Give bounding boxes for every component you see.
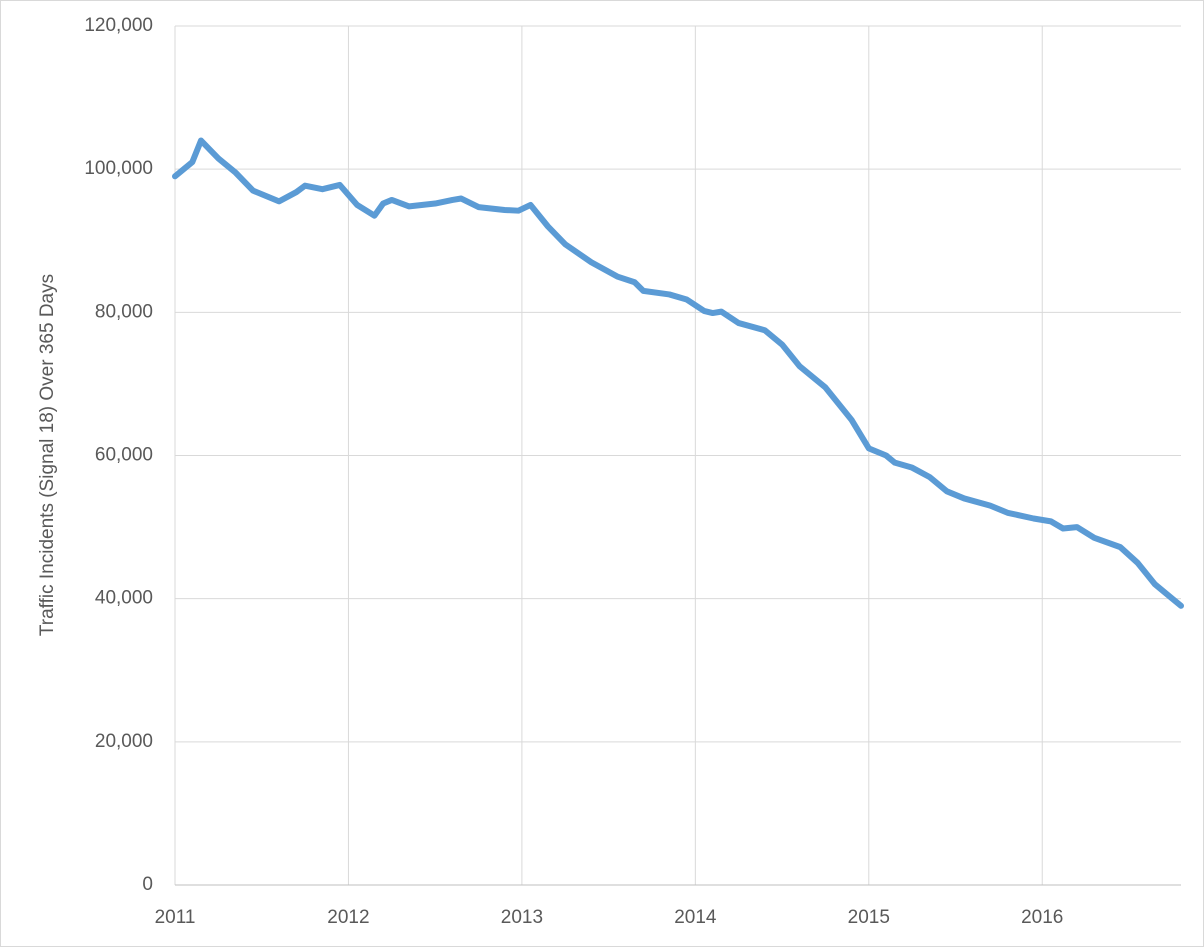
x-tick-label: 2015 <box>848 907 890 928</box>
y-tick-label: 40,000 <box>95 588 153 609</box>
x-tick-label: 2012 <box>327 907 369 928</box>
y-tick-label: 80,000 <box>95 301 153 322</box>
data-line <box>172 137 1184 609</box>
x-tick-label: 2011 <box>155 907 196 928</box>
y-tick-label: 120,000 <box>84 15 153 36</box>
y-tick-label: 100,000 <box>84 158 153 179</box>
y-tick-label: 60,000 <box>95 445 153 466</box>
x-tick-label: 2016 <box>1021 907 1063 928</box>
y-tick-label: 0 <box>142 874 153 895</box>
y-tick-label: 20,000 <box>95 731 153 752</box>
y-axis-label: Traffic Incidents (Signal 18) Over 365 D… <box>37 274 58 636</box>
x-tick-label: 2013 <box>501 907 543 928</box>
x-tick-label: 2014 <box>674 907 717 928</box>
